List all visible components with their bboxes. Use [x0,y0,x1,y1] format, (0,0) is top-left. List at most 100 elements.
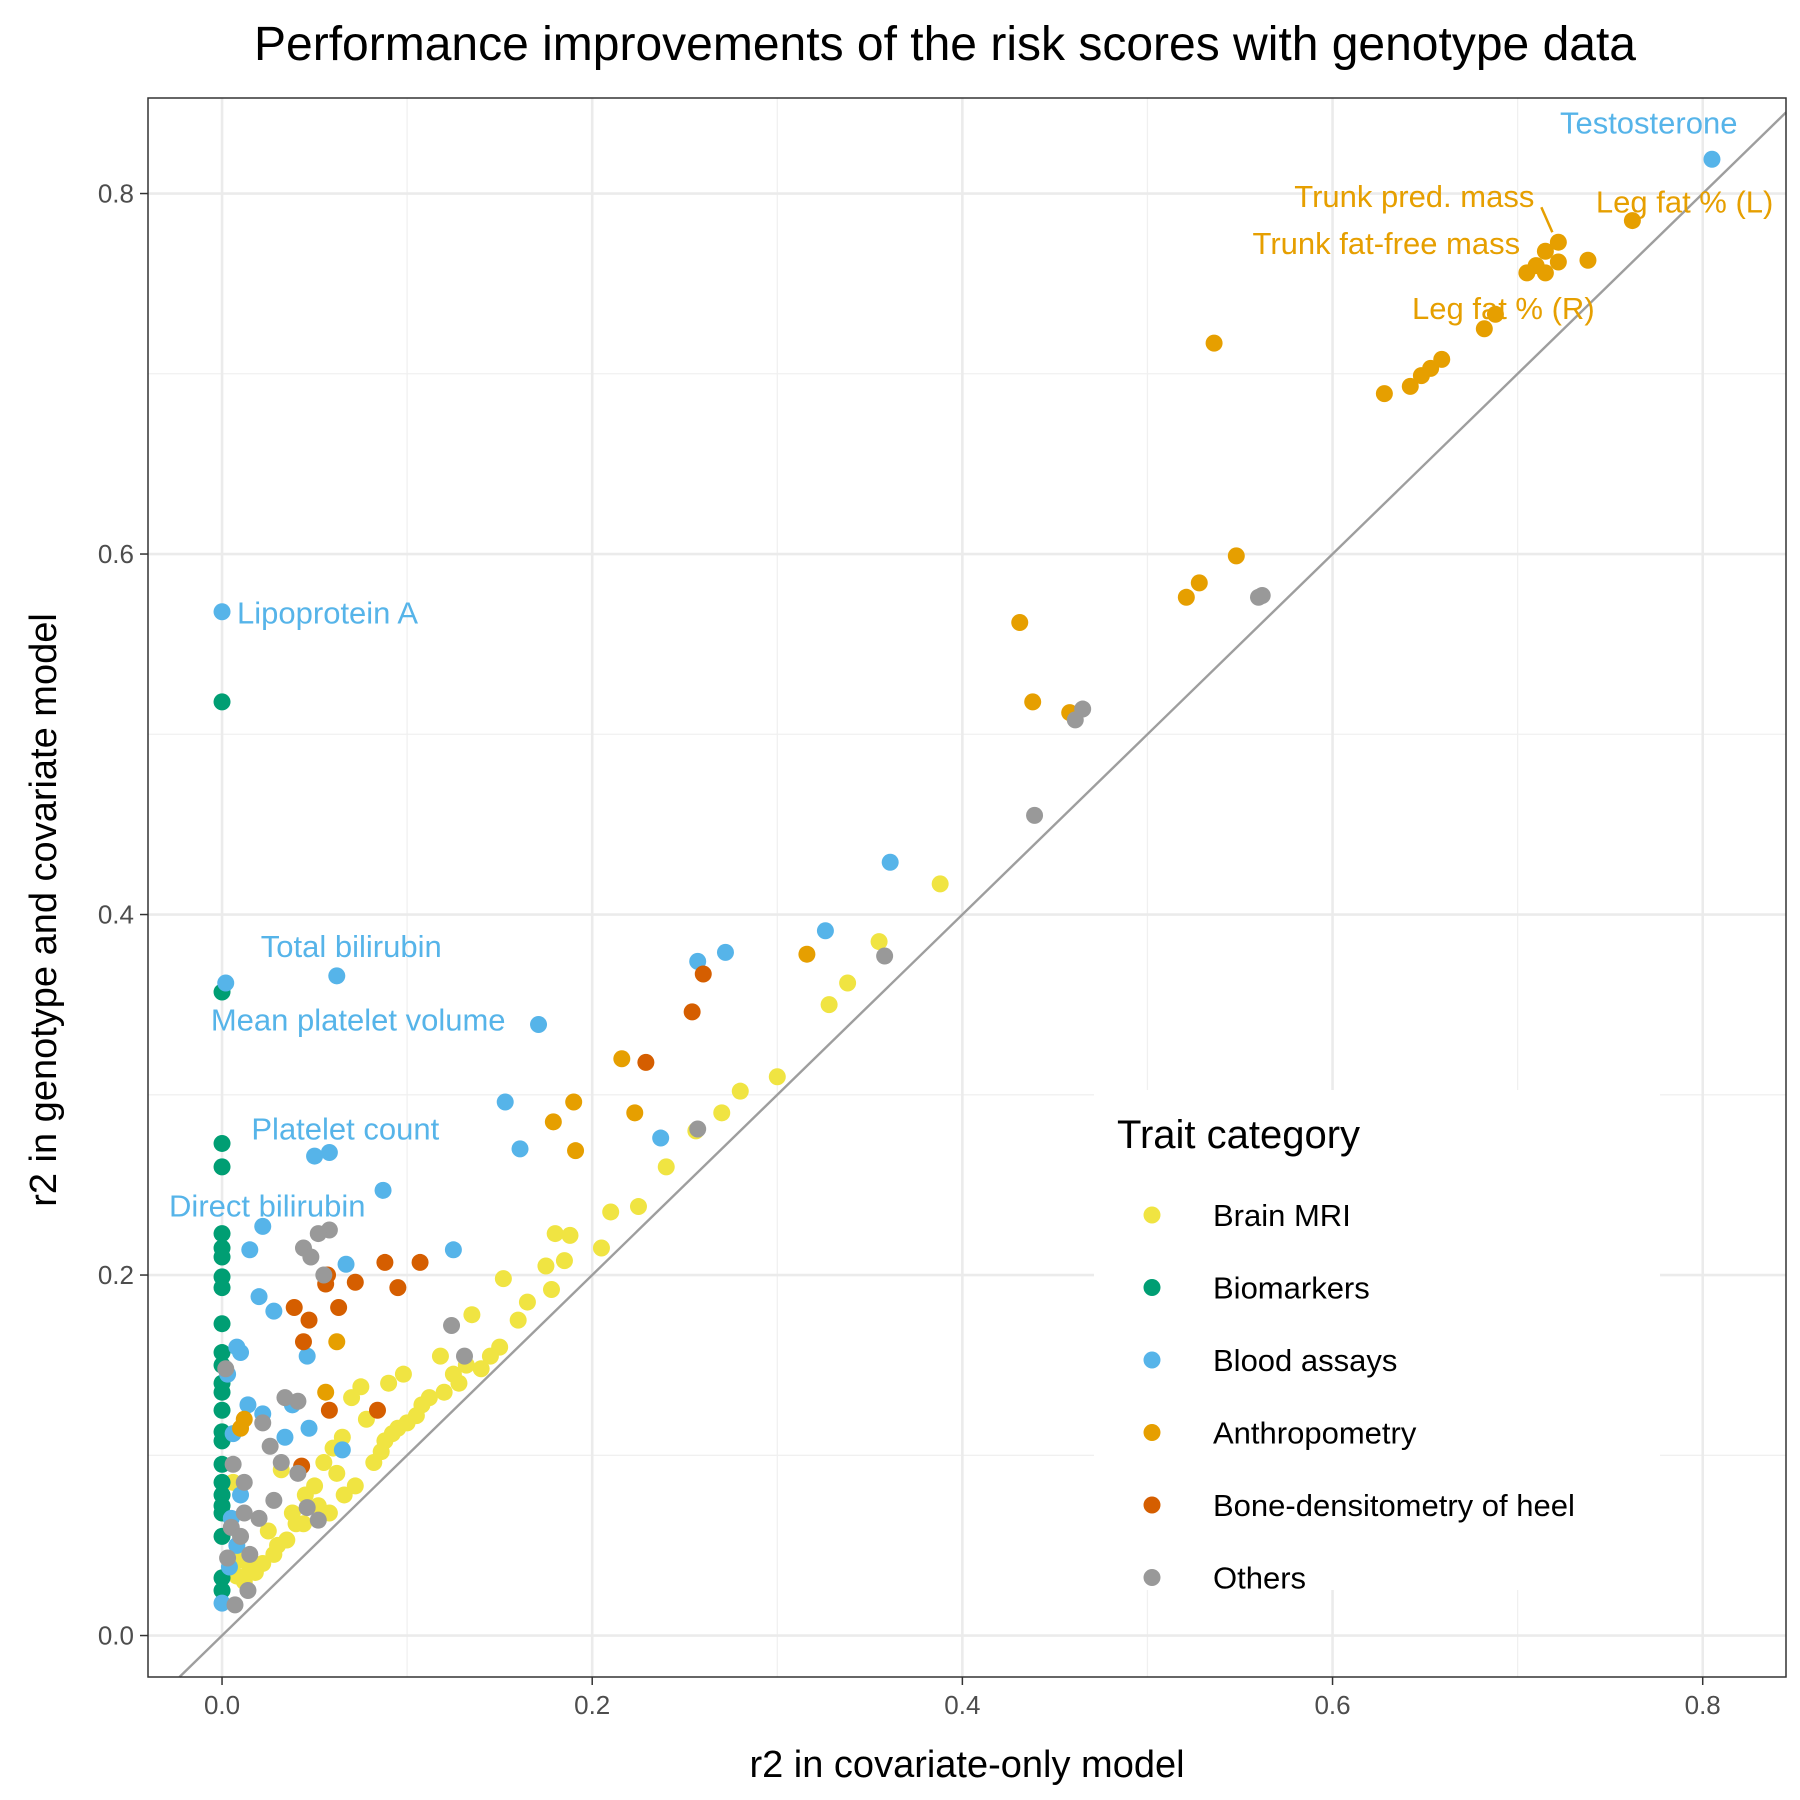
x-tick-label: 0.6 [1314,1690,1350,1720]
point-biomarkers [213,1581,231,1599]
legend-background [1094,1090,1660,1590]
point-bone-densitometry-of-heel [411,1253,429,1271]
point-bone-densitometry-of-heel [285,1298,303,1316]
point-anthropometry [1475,320,1493,338]
point-others [289,1464,307,1482]
point-brain-mri [518,1293,536,1311]
legend-label-others: Others [1213,1561,1306,1596]
point-blood-assays [217,974,235,992]
point-blood-assays [496,1093,514,1111]
point-bone-densitometry-of-heel [300,1311,318,1329]
x-tick-label: 0.0 [204,1690,240,1720]
y-tick-label: 0.0 [98,1621,134,1651]
point-brain-mri [435,1383,453,1401]
point-others [265,1491,283,1509]
annotation-label: Total bilirubin [261,929,442,964]
point-brain-mri [494,1270,512,1288]
point-anthropometry [1401,377,1419,395]
point-anthropometry [626,1104,644,1122]
point-brain-mri [509,1311,527,1329]
point-brain-mri [413,1396,431,1414]
point-anthropometry [317,1383,335,1401]
point-blood-assays [816,922,834,940]
legend-items: Brain MRI Biomarkers Blood assays Anthropom… [1143,1198,1575,1596]
y-tick-label: 0.8 [98,179,134,209]
point-others [217,1360,235,1378]
point-anthropometry [1549,253,1567,271]
point-biomarkers [213,1473,231,1491]
point-others [235,1473,253,1491]
point-others [241,1545,259,1563]
point-brain-mri [555,1252,573,1270]
annotation-label: Testosterone [1560,105,1738,140]
y-tick-label: 0.6 [98,539,134,569]
point-brain-mri [731,1082,749,1100]
point-brain-mri [537,1257,555,1275]
point-others [302,1248,320,1266]
legend-key-blood-assays [1143,1351,1161,1369]
point-biomarkers [213,1315,231,1333]
legend-key-anthropometry [1143,1424,1161,1441]
point-bone-densitometry-of-heel [294,1333,312,1351]
point-blood-assays [213,1594,231,1612]
point-blood-assays [254,1217,272,1235]
data-points [213,150,1721,1614]
legend-label-brain-mri: Brain MRI [1213,1198,1351,1233]
reference-line [178,111,1787,1678]
point-blood-assays [333,1441,351,1459]
point-brain-mri [472,1360,490,1378]
point-brain-mri [372,1443,390,1461]
legend-key-biomarkers [1143,1279,1161,1296]
point-blood-assays [213,603,231,621]
point-bone-densitometry-of-heel [389,1279,407,1297]
point-brain-mri [931,875,949,893]
point-biomarkers [213,1134,231,1152]
point-others [226,1596,244,1614]
point-others [1250,588,1268,606]
point-blood-assays [232,1344,250,1362]
point-others [455,1347,473,1365]
point-brain-mri [383,1425,401,1443]
point-biomarkers [213,693,231,711]
plot-panel-border [147,97,1787,1678]
point-bone-densitometry-of-heel [369,1401,387,1419]
point-brain-mri [398,1414,416,1432]
point-biomarkers [213,1158,231,1176]
point-anthropometry [1227,547,1245,565]
point-anthropometry [1518,264,1536,282]
legend-key-brain-mri [1143,1206,1161,1224]
point-brain-mri [768,1068,786,1086]
point-anthropometry [1205,334,1223,352]
legend-key-bone-densitometry-of-heel [1143,1496,1161,1514]
point-blood-assays [328,967,346,985]
point-others [261,1437,279,1455]
point-brain-mri [431,1347,449,1365]
point-others [276,1389,294,1407]
point-brain-mri [296,1486,314,1504]
annotation-label: Lipoprotein A [237,596,418,631]
point-blood-assays [881,853,899,871]
point-anthropometry [613,1050,631,1068]
point-anthropometry [1412,367,1430,385]
point-blood-assays [1703,150,1721,168]
point-blood-assays [265,1302,283,1320]
x-tick-label: 0.8 [1685,1690,1721,1720]
point-anthropometry [565,1093,583,1111]
point-brain-mri [561,1226,579,1244]
point-blood-assays [444,1241,462,1259]
point-blood-assays [250,1288,268,1306]
point-bone-densitometry-of-heel [320,1401,338,1419]
point-biomarkers [213,1344,231,1362]
y-tick-label: 0.4 [98,900,134,930]
point-anthropometry [1375,385,1393,403]
point-blood-assays [716,943,734,961]
annotation-label: Platelet count [251,1111,439,1146]
point-brain-mri [315,1454,333,1472]
point-anthropometry [328,1333,346,1351]
point-anthropometry [1536,242,1554,260]
point-brain-mri [629,1198,647,1216]
y-axis-title: r2 in genotype and covariate model [23,613,65,1207]
point-blood-assays [276,1428,294,1446]
point-anthropometry [1623,212,1641,230]
point-brain-mri [839,974,857,992]
